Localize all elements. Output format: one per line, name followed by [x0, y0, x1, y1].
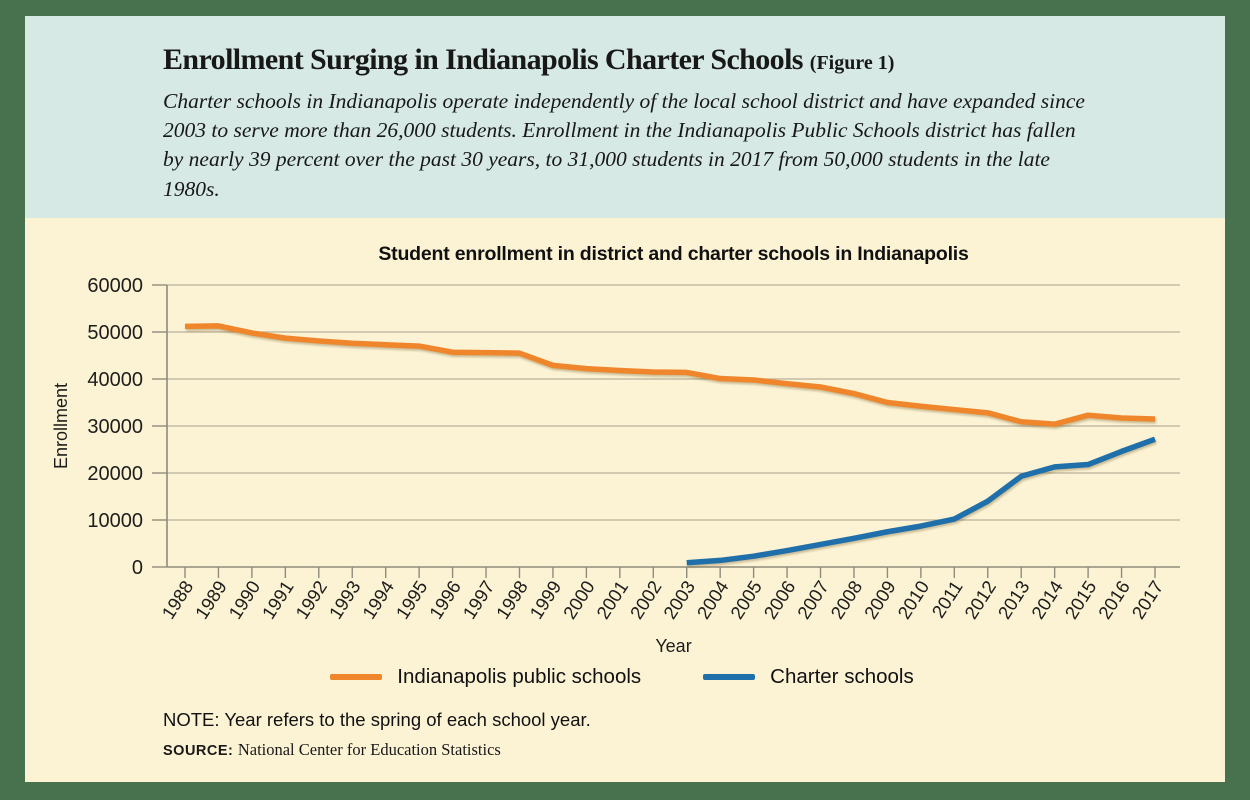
legend-item-public-schools: Indianapolis public schools [330, 665, 641, 689]
source-label: SOURCE: [163, 743, 234, 759]
x-tick-label: 1988 [157, 577, 197, 623]
x-axis-title: Year [655, 636, 691, 656]
x-tick-label: 1993 [325, 577, 365, 623]
x-tick-label: 1992 [291, 577, 331, 623]
x-tick-label: 1997 [458, 577, 498, 623]
y-tick-label: 0 [132, 557, 143, 579]
x-tick-label: 2008 [826, 577, 866, 623]
x-tick-label: 2006 [759, 577, 799, 623]
x-tick-label: 1989 [191, 577, 231, 623]
note-label: NOTE: [163, 709, 220, 730]
legend-item-charter-schools: Charter schools [703, 665, 914, 689]
y-tick-label: 50000 [87, 322, 143, 344]
source-text: National Center for Education Statistics [237, 740, 501, 759]
x-tick-label: 1995 [391, 577, 431, 623]
x-tick-label: 2004 [692, 577, 732, 623]
x-tick-label: 1991 [258, 577, 298, 623]
figure-number-label: (Figure 1) [809, 52, 895, 74]
y-tick-label: 20000 [87, 463, 143, 485]
figure-header: Enrollment Surging in Indianapolis Chart… [25, 16, 1225, 218]
x-tick-label: 2010 [893, 577, 933, 623]
x-tick-label: 2011 [927, 577, 966, 622]
chart-title: Student enrollment in district and chart… [378, 243, 969, 265]
x-tick-label: 1998 [492, 577, 532, 623]
x-tick-label: 2012 [960, 577, 1000, 623]
legend-label-charter-schools: Charter schools [770, 665, 914, 688]
y-tick-label: 10000 [87, 510, 143, 532]
x-tick-label: 1996 [425, 577, 465, 623]
enrollment-line-chart: 0100002000030000400005000060000198819891… [51, 275, 1180, 656]
x-tick-label: 1999 [525, 577, 565, 623]
chart-source: SOURCE: National Center for Education St… [163, 740, 501, 760]
x-tick-label: 2016 [1094, 577, 1134, 623]
series-line-public-schools [184, 323, 1156, 427]
y-tick-label: 40000 [87, 369, 143, 391]
x-tick-label: 2007 [793, 577, 833, 623]
figure-subtitle: Charter schools in Indianapolis operate … [163, 89, 1085, 201]
y-axis-title: Enrollment [51, 383, 71, 469]
legend-swatch-public-schools [330, 674, 383, 680]
chart-note: NOTE: Year refers to the spring of each … [163, 709, 591, 731]
x-tick-label: 2000 [559, 577, 599, 623]
chart-legend: Indianapolis public schools Charter scho… [167, 661, 1077, 693]
y-tick-label: 60000 [87, 275, 143, 297]
x-tick-label: 2003 [659, 577, 699, 623]
legend-swatch-charter-schools [703, 674, 756, 680]
x-tick-label: 2015 [1060, 577, 1100, 623]
figure-title-text: Enrollment Surging in Indianapolis Chart… [163, 43, 803, 76]
chart-area: Student enrollment in district and chart… [25, 218, 1225, 782]
x-tick-label: 2009 [860, 577, 900, 623]
x-tick-label: 2017 [1127, 577, 1167, 623]
figure-title: Enrollment Surging in Indianapolis Chart… [163, 43, 1225, 77]
x-tick-label: 1994 [358, 577, 398, 623]
legend-label-public-schools: Indianapolis public schools [397, 665, 642, 688]
x-tick-label: 2005 [726, 577, 766, 623]
x-tick-label: 2002 [626, 577, 666, 623]
note-text: Year refers to the spring of each school… [224, 709, 591, 730]
x-tick-label: 2014 [1027, 577, 1067, 623]
x-tick-label: 2001 [592, 577, 632, 623]
y-tick-label: 30000 [87, 416, 143, 438]
figure-panel: Enrollment Surging in Indianapolis Chart… [25, 16, 1225, 782]
series-line-charter-schools [686, 436, 1156, 566]
x-tick-label: 2013 [994, 577, 1034, 623]
x-tick-label: 1990 [224, 577, 264, 623]
